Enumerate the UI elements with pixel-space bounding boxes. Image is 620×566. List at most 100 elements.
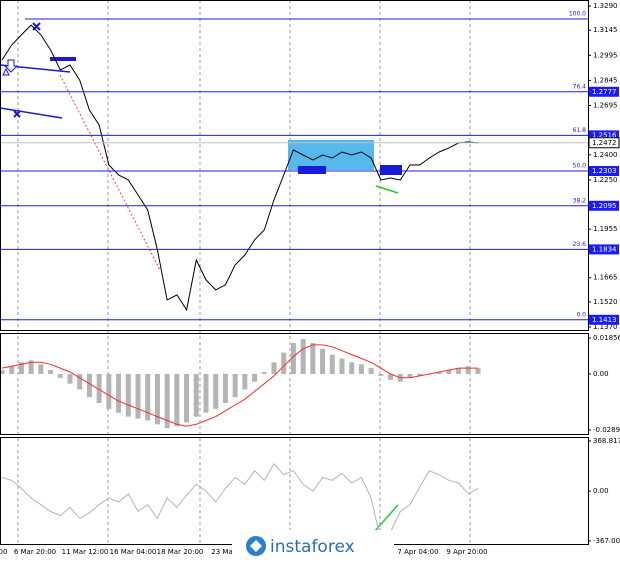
x-tick-label: 7 Apr 04:00 bbox=[397, 548, 438, 556]
vertical-grid bbox=[17, 0, 471, 545]
histogram-bar bbox=[320, 348, 326, 374]
fib-level-label: 0.0 bbox=[576, 311, 586, 318]
watermark-logo bbox=[250, 540, 262, 552]
histogram-bar bbox=[281, 352, 287, 374]
price-box-label: 1.2777 bbox=[592, 88, 617, 96]
frames: 00 6 Mar 20:00 11 Mar 12:00 16 Mar 04:00 18 … bbox=[0, 0, 589, 556]
y-tick-label: 1.2995 bbox=[593, 51, 618, 59]
histogram-bar bbox=[358, 364, 364, 374]
y-tick-label: 1.1665 bbox=[593, 274, 618, 282]
x-tick-label: 11 Mar 12:00 bbox=[62, 548, 109, 556]
y-tick-label: 0.01856 bbox=[593, 334, 620, 342]
price-box bbox=[589, 244, 619, 255]
last-price-label: 1.2472 bbox=[592, 139, 617, 147]
arrow-marker bbox=[2, 59, 19, 76]
histogram-bar bbox=[310, 342, 316, 374]
histogram-bar bbox=[329, 354, 335, 374]
histogram-bar bbox=[106, 373, 112, 409]
histogram-bar bbox=[145, 373, 151, 421]
histogram-bar bbox=[271, 362, 277, 374]
y-tick-label: 0.00 bbox=[593, 487, 609, 495]
histogram-bar bbox=[28, 360, 34, 374]
histogram-bar bbox=[456, 368, 462, 374]
histogram-bar bbox=[57, 373, 63, 378]
price-box bbox=[589, 314, 619, 325]
histogram-bar bbox=[135, 373, 141, 419]
histogram-bar bbox=[116, 373, 122, 413]
fib-level-label: 38.2 bbox=[573, 197, 587, 204]
fib-level-label: 50.0 bbox=[573, 163, 587, 170]
fib-level-label: 76.4 bbox=[573, 83, 587, 90]
histogram-bar bbox=[193, 373, 199, 417]
trend-line bbox=[0, 107, 63, 119]
x-tick-label: 9 Apr 20:00 bbox=[446, 548, 487, 556]
price-box-label: 1.1413 bbox=[592, 316, 617, 324]
histogram-bar bbox=[349, 362, 355, 374]
histogram-bar bbox=[378, 373, 384, 376]
histogram-bar bbox=[252, 373, 258, 382]
histogram-bar bbox=[232, 373, 238, 398]
fib-level-label: 23.6 bbox=[573, 241, 587, 248]
x-tick-label: 6 Mar 20:00 bbox=[14, 548, 56, 556]
histogram-bar bbox=[222, 373, 228, 404]
price-box bbox=[589, 200, 619, 211]
histogram-bar bbox=[184, 373, 190, 423]
histogram-bar bbox=[0, 370, 5, 374]
zone-box bbox=[288, 140, 374, 170]
y-tick-label: 1.2695 bbox=[593, 101, 618, 109]
y-tick-label: 1.2845 bbox=[593, 76, 618, 84]
price-box bbox=[589, 130, 619, 141]
watermark: instaforex bbox=[232, 530, 394, 562]
y-tick-label: 368.8171 bbox=[593, 437, 620, 445]
histogram-bar bbox=[67, 373, 73, 384]
histogram-bar bbox=[203, 373, 209, 413]
histogram-bar bbox=[436, 372, 442, 374]
fib-level-label: 100.0 bbox=[569, 11, 586, 18]
x-tick-label: 00 bbox=[0, 548, 7, 556]
histogram-bar bbox=[407, 373, 413, 378]
histogram-bar bbox=[465, 366, 471, 374]
histogram-bar bbox=[417, 373, 423, 376]
fib-level-label: 61.8 bbox=[573, 127, 587, 134]
pane-frame bbox=[0, 333, 589, 435]
y-tick-label: 1.3290 bbox=[593, 2, 618, 10]
histogram-bar bbox=[339, 358, 345, 374]
histogram-bar bbox=[125, 373, 131, 417]
histogram-bar bbox=[475, 368, 481, 374]
histogram-bar bbox=[261, 372, 267, 374]
histogram-bar bbox=[174, 373, 180, 427]
pane-frame bbox=[0, 0, 589, 331]
histogram-bar bbox=[446, 370, 452, 374]
y-tick-label: 1.3145 bbox=[593, 26, 618, 34]
histogram-bar bbox=[213, 373, 219, 409]
y-tick-label: -367.0034 bbox=[593, 537, 620, 545]
histogram-bar bbox=[48, 370, 54, 374]
histogram-bar bbox=[290, 342, 296, 374]
y-tick-label: 1.1520 bbox=[593, 298, 618, 306]
histogram-bar bbox=[300, 339, 306, 374]
price-box-label: 1.2303 bbox=[592, 167, 617, 175]
y-tick-label: -0.02892 bbox=[593, 426, 620, 434]
histogram-bar bbox=[9, 366, 15, 374]
y-tick-label: 1.2250 bbox=[593, 176, 618, 184]
price-box bbox=[589, 86, 619, 97]
x-tick-label: 16 Mar 04:00 bbox=[110, 548, 157, 556]
histogram-bar bbox=[96, 373, 102, 404]
y-tick-label: 1.1955 bbox=[593, 225, 618, 233]
x-tick-label: 23 Ma bbox=[211, 548, 232, 556]
signal-line bbox=[1, 344, 478, 427]
price-box-label: 1.1834 bbox=[592, 245, 617, 253]
marker bbox=[380, 165, 402, 175]
y-tick-label: 1.2400 bbox=[593, 151, 618, 159]
marker bbox=[298, 166, 326, 174]
fib-line bbox=[59, 74, 161, 271]
histogram-bar bbox=[242, 373, 248, 390]
y-tick-label: 0.00 bbox=[593, 370, 609, 378]
price-box bbox=[589, 166, 619, 177]
y-tick-label: 1.1370 bbox=[593, 323, 618, 331]
cross-marker bbox=[13, 22, 41, 118]
watermark-text: instaforex bbox=[270, 537, 355, 557]
histogram-bar bbox=[77, 373, 83, 390]
